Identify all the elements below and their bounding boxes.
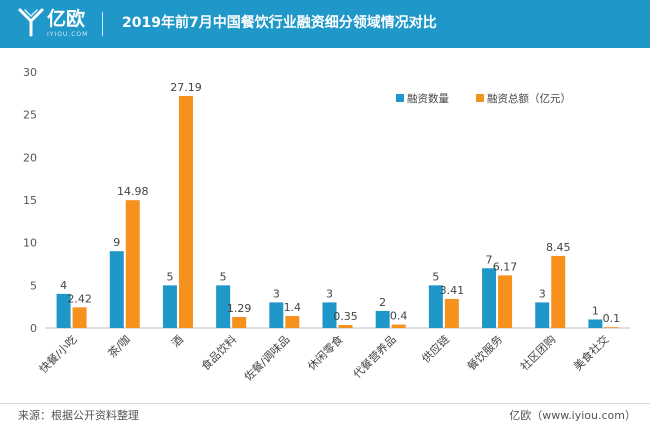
- data-label-amount: 14.98: [117, 185, 149, 198]
- x-tick-label: 美食社交: [571, 332, 612, 373]
- bar-amount: [604, 327, 619, 328]
- data-label-count: 7: [486, 253, 493, 266]
- legend-label: 融资数量: [407, 92, 449, 105]
- data-label-amount: 1.29: [227, 302, 252, 315]
- legend-swatch: [476, 94, 484, 102]
- bar-amount: [498, 275, 513, 328]
- bar-count: [269, 302, 284, 328]
- chart-title: 2019年前7月中国餐饮行业融资细分领域情况对比: [122, 15, 437, 31]
- bar-amount: [338, 325, 353, 328]
- data-label-amount: 0.4: [390, 310, 408, 323]
- bar-count: [322, 302, 337, 328]
- data-label-amount: 27.19: [170, 81, 202, 94]
- header-bar: 亿欧 IYIOU.COM 2019年前7月中国餐饮行业融资细分领域情况对比: [0, 0, 650, 48]
- data-label-amount: 0.35: [333, 310, 358, 323]
- data-label-count: 5: [166, 270, 173, 283]
- data-label-amount: 0.1: [603, 312, 621, 325]
- y-tick-label: 10: [23, 237, 37, 250]
- bar-chart: 05101520253042.42快餐/小吃914.98茶/咖527.19酒51…: [23, 66, 630, 384]
- footer-divider: [0, 403, 650, 404]
- x-tick-label: 食品饮料: [198, 332, 239, 373]
- header-divider: [102, 12, 103, 36]
- data-label-amount: 1.4: [284, 301, 302, 314]
- bar-amount: [232, 316, 247, 328]
- y-tick-label: 0: [30, 322, 37, 335]
- data-label-amount: 8.45: [546, 241, 571, 254]
- bar-count: [428, 285, 443, 328]
- data-label-count: 4: [60, 279, 67, 292]
- x-tick-label: 餐饮服务: [464, 332, 505, 373]
- bar-count: [482, 268, 497, 328]
- bar-amount: [178, 95, 193, 328]
- footer-credit: 亿欧（www.iyiou.com）: [509, 409, 636, 422]
- x-tick-label: 茶/咖: [105, 332, 133, 360]
- logo-subtext: IYIOU.COM: [47, 31, 89, 38]
- legend-swatch: [396, 94, 404, 102]
- data-label-count: 3: [326, 287, 333, 300]
- x-tick-label: 社区团购: [517, 332, 558, 373]
- data-label-amount: 6.17: [493, 260, 518, 273]
- bar-amount: [285, 316, 300, 328]
- data-label-count: 3: [273, 287, 280, 300]
- y-tick-label: 20: [23, 151, 37, 164]
- y-tick-label: 30: [23, 66, 37, 79]
- logo-text: 亿欧: [47, 8, 86, 30]
- x-tick-label: 快餐/小吃: [36, 332, 80, 376]
- bar-count: [56, 293, 71, 328]
- y-tick-label: 5: [30, 279, 37, 292]
- yiou-logo-icon: [18, 8, 44, 37]
- x-tick-label: 代餐营养品: [350, 332, 399, 381]
- data-label-count: 5: [432, 270, 439, 283]
- data-label-amount: 2.42: [67, 292, 92, 305]
- footer-source: 来源：根据公开资料整理: [18, 409, 139, 422]
- x-tick-label: 酒: [169, 333, 186, 350]
- data-label-count: 2: [379, 296, 386, 309]
- bar-count: [162, 285, 177, 328]
- data-label-count: 9: [113, 236, 120, 249]
- x-tick-label: 休闲零食: [305, 332, 346, 373]
- x-tick-label: 佐餐/调味品: [241, 332, 292, 383]
- data-label-count: 1: [592, 304, 599, 317]
- bar-amount: [391, 324, 406, 328]
- data-label-count: 3: [539, 287, 546, 300]
- bar-count: [216, 285, 231, 328]
- y-tick-label: 15: [23, 194, 37, 207]
- bar-amount: [72, 307, 87, 328]
- data-label-amount: 3.41: [440, 284, 465, 297]
- bar-count: [109, 251, 124, 328]
- bar-count: [375, 310, 390, 328]
- x-tick-label: 供应链: [419, 332, 452, 365]
- bar-count: [588, 319, 603, 328]
- bar-amount: [551, 255, 566, 328]
- bar-count: [535, 302, 550, 328]
- bar-amount: [125, 200, 140, 328]
- legend-label: 融资总额（亿元）: [487, 92, 571, 105]
- y-tick-label: 25: [23, 109, 37, 122]
- bar-amount: [444, 298, 459, 328]
- data-label-count: 5: [220, 270, 227, 283]
